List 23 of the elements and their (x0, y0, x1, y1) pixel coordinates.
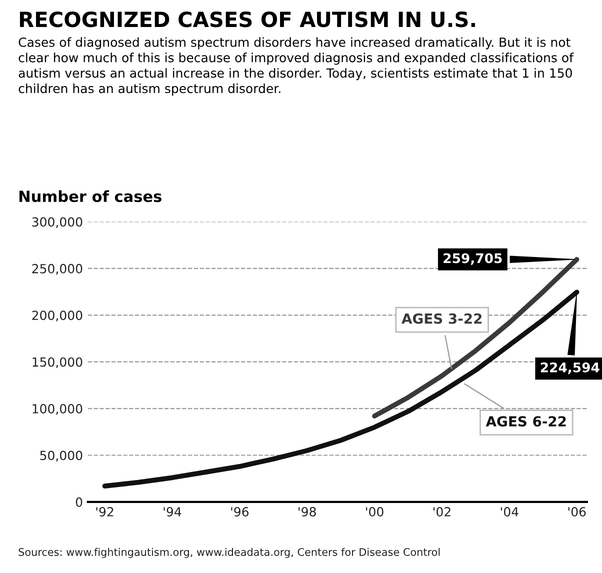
annotation: 259,705 (444, 253, 502, 265)
x-tick-label: '06 (568, 507, 586, 516)
annotation: 224,594 (540, 362, 600, 374)
x-tick-label: '00 (366, 507, 384, 516)
y-tick-label: 150,000 (32, 357, 82, 368)
series-label: AGES 3-22 (402, 313, 482, 324)
x-tick-label: '92 (96, 507, 114, 516)
chart-subtitle: Cases of diagnosed autism spectrum disorders have increased dramatically. But it is not clear how much of this is because of improved diagnosis and expanded classifications of autism versus an actual increase in the disorder. Today, scientists estimate that 1 in 150 children has an autism spectrum disorder. (18, 37, 574, 96)
y-tick-label: 250,000 (32, 264, 82, 275)
source-note: Sources: www.fightingautism.org, www.ideadata.org, Centers for Disease Control (18, 548, 440, 558)
y-axis-title: Number of cases (19, 190, 162, 202)
y-tick-label: 100,000 (32, 404, 82, 415)
chart-title: RECOGNIZED CASES OF AUTISM IN U.S. (20, 11, 476, 28)
text: AGES 6-22 (486, 416, 566, 427)
y-tick-label: 50,000 (40, 450, 82, 462)
x-tick-label: '04 (500, 507, 518, 516)
y-tick-label: 0 (76, 497, 82, 507)
x-tick-label: '96 (231, 507, 249, 516)
x-tick-label: '94 (164, 507, 182, 516)
x-tick-label: '98 (298, 507, 316, 516)
y-tick-label: 200,000 (32, 310, 82, 322)
y-tick-label: 300,000 (32, 217, 82, 228)
x-tick-label: '02 (433, 507, 450, 516)
